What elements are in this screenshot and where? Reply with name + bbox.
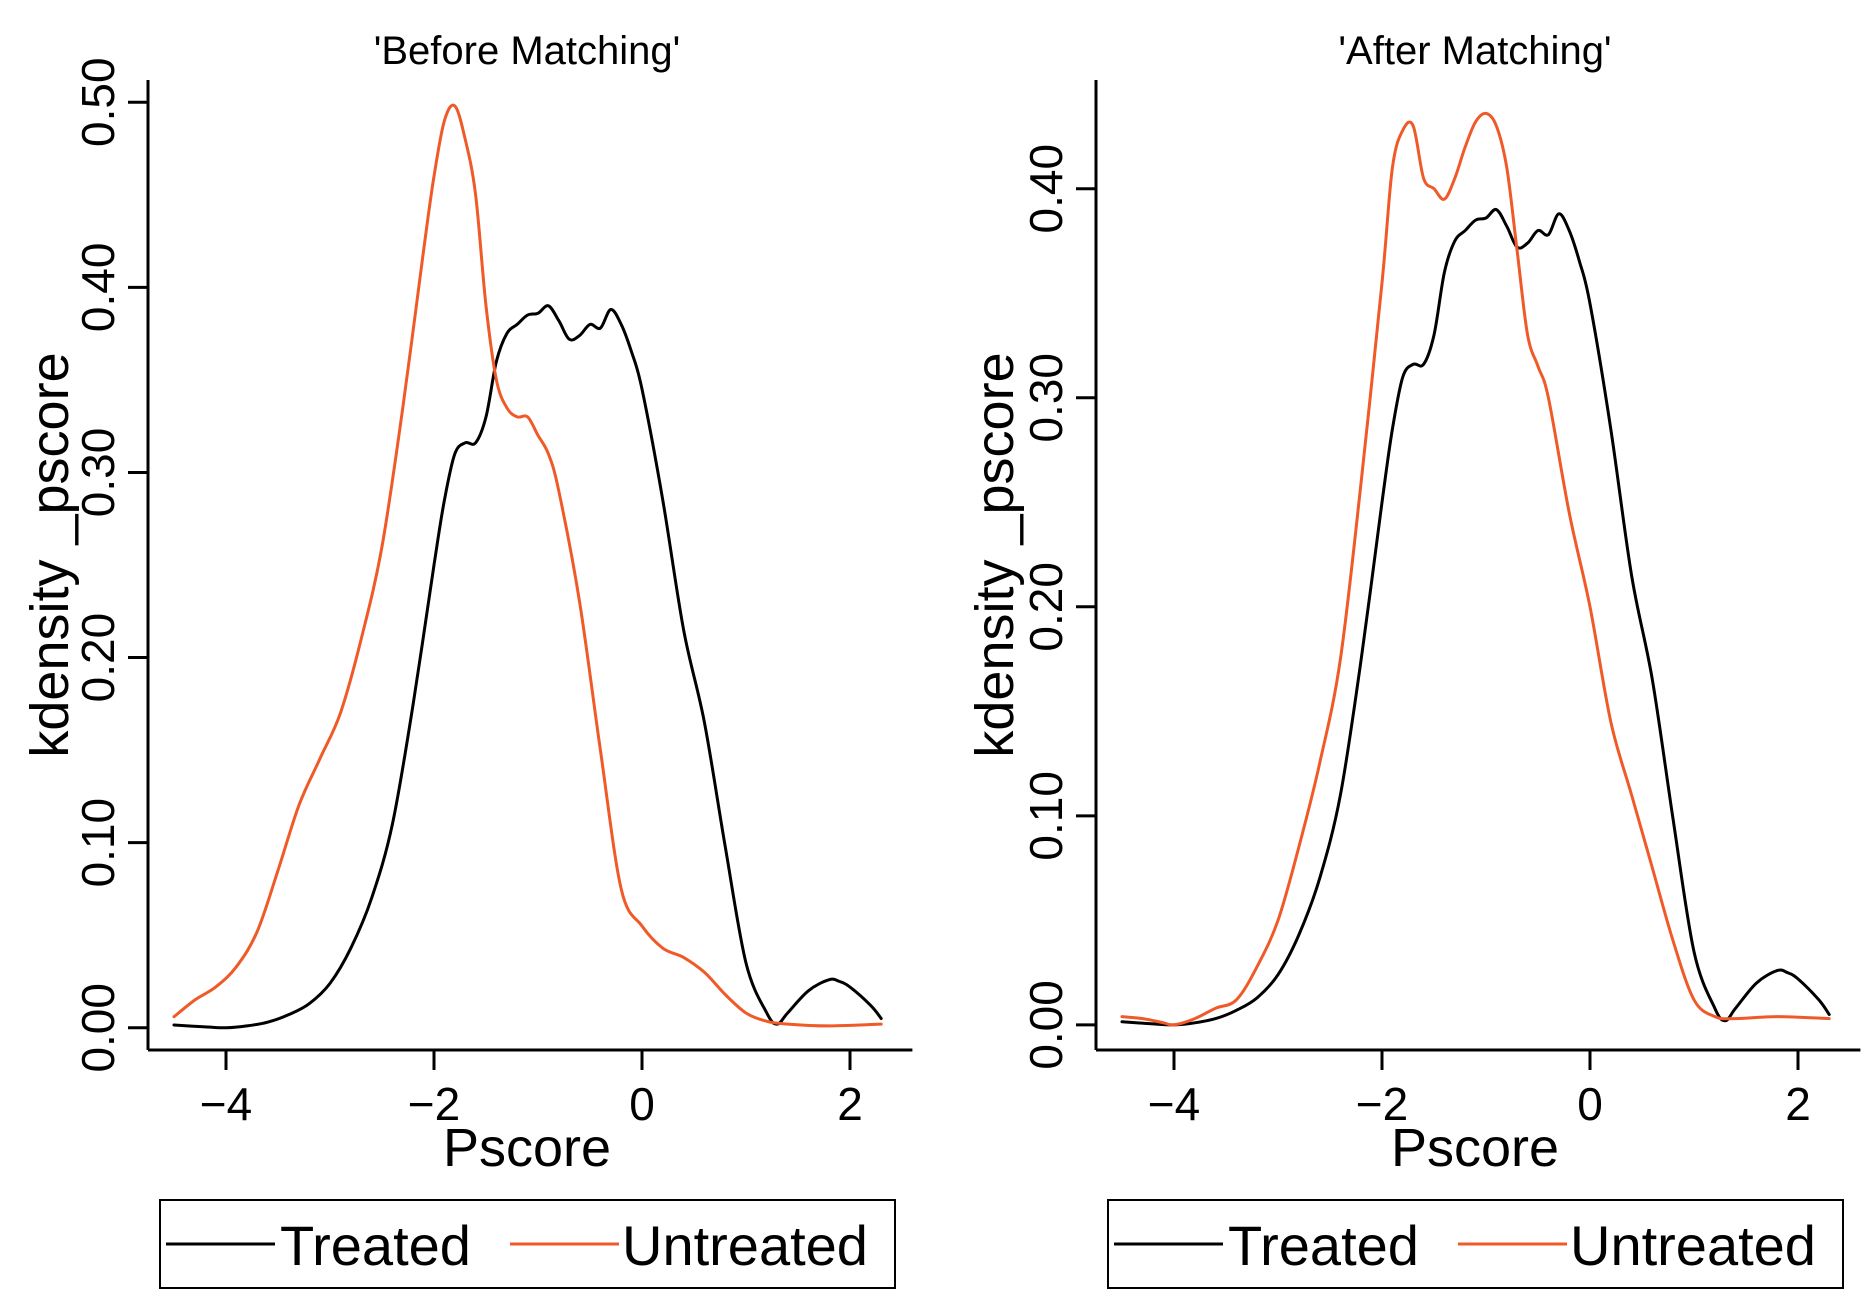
legend-label-treated: Treated [1228, 1214, 1419, 1277]
y-tick-label: 0.50 [72, 57, 124, 147]
series-line-treated [1120, 207, 1831, 1027]
series-layer [172, 103, 883, 1030]
x-tick-label: −4 [1148, 1078, 1200, 1130]
ticks-layer: −4 −2 0 2 0.00 0.10 0.20 0.30 0.40 0.50 [72, 57, 863, 1130]
axes-layer [1094, 80, 1861, 1052]
x-tick-label: −2 [1356, 1078, 1408, 1130]
panel-title: 'Before Matching' [374, 29, 681, 73]
x-tick-label: −2 [408, 1078, 460, 1130]
legend-label-treated: Treated [280, 1214, 471, 1277]
x-tick-label: 0 [1577, 1078, 1603, 1130]
y-tick-label: 0.30 [1020, 353, 1072, 443]
series-line-untreated [1120, 111, 1831, 1027]
x-tick-label: −4 [200, 1078, 252, 1130]
ticks-layer: −4 −2 0 2 0.00 0.10 0.20 0.30 0.40 [1020, 144, 1811, 1130]
y-tick-label: 0.40 [1020, 144, 1072, 234]
x-tick-label: 2 [837, 1078, 863, 1130]
series-line-untreated [172, 103, 883, 1028]
legend-label-untreated: Untreated [1570, 1214, 1816, 1277]
y-axis-title: kdensity _pscore [20, 352, 80, 757]
x-tick-label: 0 [629, 1078, 655, 1130]
y-tick-label: 0.10 [1020, 771, 1072, 861]
y-tick-label: 0.20 [72, 613, 124, 703]
legend: Treated Untreated [159, 1199, 896, 1289]
x-axis-title: Pscore [443, 1118, 611, 1178]
y-tick-label: 0.40 [72, 243, 124, 333]
y-tick-label: 0.00 [1020, 980, 1072, 1070]
panel-title: 'After Matching' [1338, 29, 1611, 73]
y-tick-label: 0.00 [72, 983, 124, 1073]
legend: Treated Untreated [1107, 1199, 1844, 1289]
series-line-treated [172, 304, 883, 1030]
y-tick-label: 0.10 [72, 798, 124, 888]
y-tick-label: 0.30 [72, 428, 124, 518]
y-tick-label: 0.20 [1020, 562, 1072, 652]
axes-layer [146, 80, 913, 1052]
series-layer [1120, 111, 1831, 1027]
x-axis-title: Pscore [1391, 1118, 1559, 1178]
legend-label-untreated: Untreated [622, 1214, 868, 1277]
panel-before-matching: 'Before Matching' kdensity _pscore Pscor… [20, 29, 913, 1289]
panel-after-matching: 'After Matching' kdensity _pscore Pscore… [965, 29, 1861, 1289]
y-axis-title: kdensity _pscore [965, 352, 1025, 757]
x-tick-label: 2 [1785, 1078, 1811, 1130]
